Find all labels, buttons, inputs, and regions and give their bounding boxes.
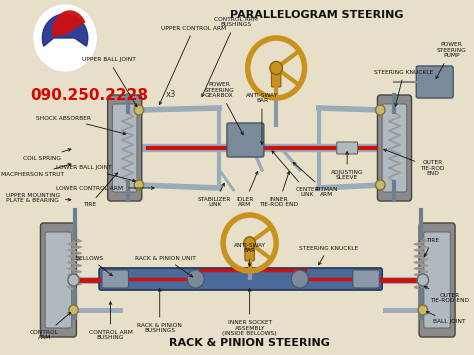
Polygon shape bbox=[42, 14, 88, 46]
FancyBboxPatch shape bbox=[102, 270, 128, 288]
FancyBboxPatch shape bbox=[382, 104, 407, 192]
Circle shape bbox=[375, 180, 385, 190]
Polygon shape bbox=[53, 11, 84, 37]
Text: IDLER
ARM: IDLER ARM bbox=[236, 171, 258, 207]
Text: INNER
TIE-ROD END: INNER TIE-ROD END bbox=[259, 171, 299, 207]
Circle shape bbox=[134, 180, 144, 190]
FancyBboxPatch shape bbox=[99, 268, 382, 290]
Text: ADJUSTING
SLEEVE: ADJUSTING SLEEVE bbox=[331, 152, 364, 180]
Circle shape bbox=[417, 274, 428, 286]
Text: TIRE: TIRE bbox=[424, 237, 439, 257]
Circle shape bbox=[375, 105, 385, 115]
FancyBboxPatch shape bbox=[424, 232, 450, 328]
Text: LOWER CONTROL ARM: LOWER CONTROL ARM bbox=[56, 186, 154, 191]
Circle shape bbox=[68, 274, 79, 286]
Circle shape bbox=[292, 270, 309, 288]
Text: PARALLELOGRAM STEERING: PARALLELOGRAM STEERING bbox=[230, 10, 404, 20]
FancyBboxPatch shape bbox=[377, 95, 411, 201]
FancyBboxPatch shape bbox=[419, 223, 455, 337]
Text: UPPER MOUNTING
PLATE & BEARING: UPPER MOUNTING PLATE & BEARING bbox=[6, 193, 71, 203]
Circle shape bbox=[134, 105, 144, 115]
Text: ANTI-SWAY
BAR: ANTI-SWAY BAR bbox=[234, 242, 265, 266]
Text: RACK & PINION UNIT: RACK & PINION UNIT bbox=[135, 256, 196, 277]
Circle shape bbox=[69, 305, 78, 315]
Text: INNER SOCKET
ASSEMBLY
(INSIDE BELLOWS): INNER SOCKET ASSEMBLY (INSIDE BELLOWS) bbox=[222, 289, 277, 336]
Text: RACK & PINION
BUSHINGS: RACK & PINION BUSHINGS bbox=[137, 289, 182, 333]
Text: STEERING KNUCKLE: STEERING KNUCKLE bbox=[299, 246, 358, 265]
Text: UPPER BALL JOINT: UPPER BALL JOINT bbox=[82, 58, 137, 107]
FancyBboxPatch shape bbox=[45, 232, 72, 328]
Text: x3: x3 bbox=[165, 90, 176, 99]
Text: LOWER BALL JOINT: LOWER BALL JOINT bbox=[56, 165, 135, 182]
Circle shape bbox=[187, 270, 204, 288]
Circle shape bbox=[244, 237, 255, 249]
Text: STEERING KNUCKLE: STEERING KNUCKLE bbox=[374, 70, 434, 106]
FancyBboxPatch shape bbox=[245, 242, 255, 261]
Circle shape bbox=[270, 61, 283, 75]
Text: POWER
STEERING
GEARBOX: POWER STEERING GEARBOX bbox=[204, 82, 243, 135]
Text: BALL JOINT: BALL JOINT bbox=[426, 311, 465, 324]
Circle shape bbox=[418, 305, 428, 315]
Text: COIL SPRING: COIL SPRING bbox=[23, 149, 71, 160]
Text: CONTROL ARM
BUSHING: CONTROL ARM BUSHING bbox=[89, 302, 132, 340]
FancyBboxPatch shape bbox=[416, 66, 453, 98]
Text: ANTI-SWAY
BAR: ANTI-SWAY BAR bbox=[246, 93, 278, 144]
FancyBboxPatch shape bbox=[112, 104, 137, 192]
Text: PITMAN
ARM: PITMAN ARM bbox=[293, 163, 337, 197]
Text: SHOCK ABSORBER: SHOCK ABSORBER bbox=[36, 115, 126, 135]
Text: CONTROL ARM
BUSHINGS: CONTROL ARM BUSHINGS bbox=[202, 17, 257, 97]
Text: UPPER CONTROL ARM: UPPER CONTROL ARM bbox=[159, 26, 227, 105]
Text: POWER
STEERING
PUMP: POWER STEERING PUMP bbox=[436, 42, 466, 79]
Text: OUTER
TIE-ROD
END: OUTER TIE-ROD END bbox=[384, 149, 445, 176]
Text: STABILIZER
LINK: STABILIZER LINK bbox=[198, 183, 231, 207]
Text: 090.250.2228: 090.250.2228 bbox=[30, 88, 148, 103]
FancyBboxPatch shape bbox=[272, 67, 281, 87]
FancyBboxPatch shape bbox=[353, 270, 379, 288]
FancyBboxPatch shape bbox=[40, 223, 76, 337]
Text: CENTER
LINK: CENTER LINK bbox=[272, 151, 319, 197]
FancyBboxPatch shape bbox=[108, 95, 142, 201]
Text: CONTROL
ARM: CONTROL ARM bbox=[30, 312, 71, 340]
FancyBboxPatch shape bbox=[337, 142, 357, 154]
Text: OUTER
TIE-ROD END: OUTER TIE-ROD END bbox=[424, 286, 469, 304]
Text: TIRE: TIRE bbox=[83, 173, 118, 208]
Circle shape bbox=[33, 4, 97, 72]
FancyBboxPatch shape bbox=[227, 123, 264, 157]
Text: RACK & PINION STEERING: RACK & PINION STEERING bbox=[169, 338, 330, 348]
Text: MACPHERSON STRUT: MACPHERSON STRUT bbox=[1, 163, 71, 178]
Text: BELLOWS: BELLOWS bbox=[76, 256, 112, 276]
